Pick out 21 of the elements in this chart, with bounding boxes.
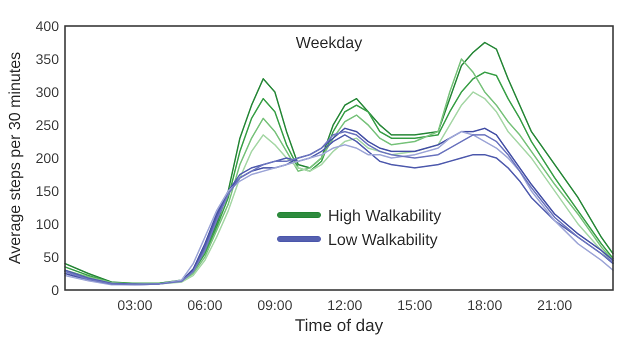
legend-label: Low Walkability [328,232,438,249]
x-tick-label: 03:00 [117,297,153,313]
y-axis-title: Average steps per 30 minutes [7,52,24,264]
text: Weekday [296,35,362,52]
y-tick-label: 150 [36,183,60,199]
x-axis-title: Time of day [294,316,384,335]
x-tick-label: 21:00 [537,297,572,313]
y-tick-label: 100 [36,216,60,232]
y-tick-label: 250 [36,117,60,133]
y-tick-label: 50 [43,249,60,265]
x-tick-label: 06:00 [187,297,223,313]
x-tick-label: 15:00 [397,297,433,313]
y-tick-label: 0 [51,282,60,298]
x-tick-label: 12:00 [327,297,363,313]
x-tick-label: 18:00 [467,297,502,313]
y-tick-label: 200 [36,150,60,166]
x-tick-label: 09:00 [257,297,293,313]
y-tick-label: 300 [36,84,60,100]
y-tick-label: 400 [36,18,60,34]
y-tick-label: 350 [36,51,60,67]
legend-label: High Walkability [328,208,442,225]
